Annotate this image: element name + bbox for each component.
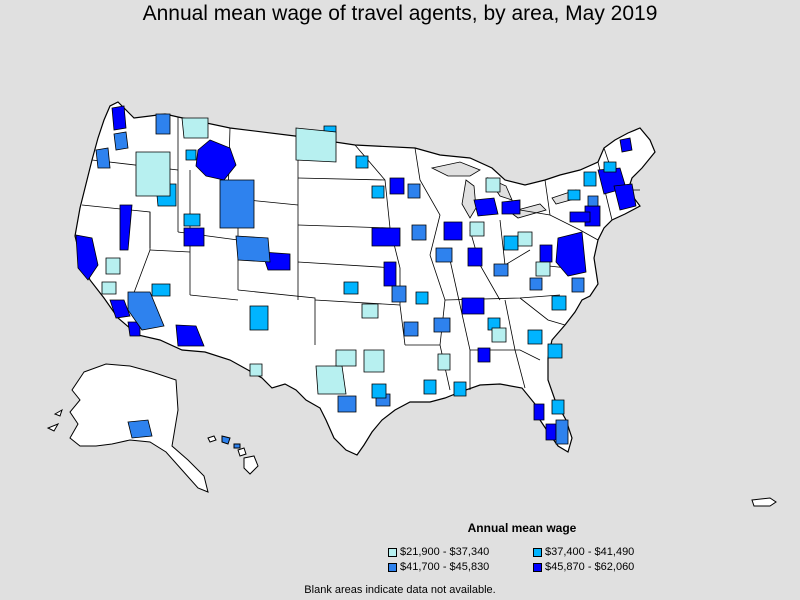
- puerto-rico: [751, 497, 777, 507]
- legend-item-2: $37,400 - $41,490: [533, 546, 634, 558]
- legend-item-4: $45,870 - $62,060: [533, 561, 634, 573]
- footnote: Blank areas indicate data not available.: [304, 584, 496, 596]
- legend-label-4: $45,870 - $62,060: [545, 561, 635, 573]
- legend-title: Annual mean wage: [467, 521, 577, 535]
- legend-item-1: $21,900 - $37,340: [388, 546, 489, 558]
- legend-label-3: $41,700 - $45,830: [400, 561, 490, 573]
- legend-swatch-2: [533, 547, 542, 557]
- wage-areas: [75, 105, 637, 445]
- legend-label-1: $21,900 - $37,340: [400, 546, 490, 558]
- legend-label-2: $37,400 - $41,490: [545, 546, 635, 558]
- legend-swatch-3: [388, 562, 397, 572]
- legend-item-3: $41,700 - $45,830: [388, 561, 489, 573]
- legend-swatch-4: [533, 562, 542, 572]
- map-title: Annual mean wage of travel agents, by ar…: [142, 2, 658, 25]
- legend-swatch-1: [388, 547, 397, 557]
- hawaii: [207, 435, 259, 475]
